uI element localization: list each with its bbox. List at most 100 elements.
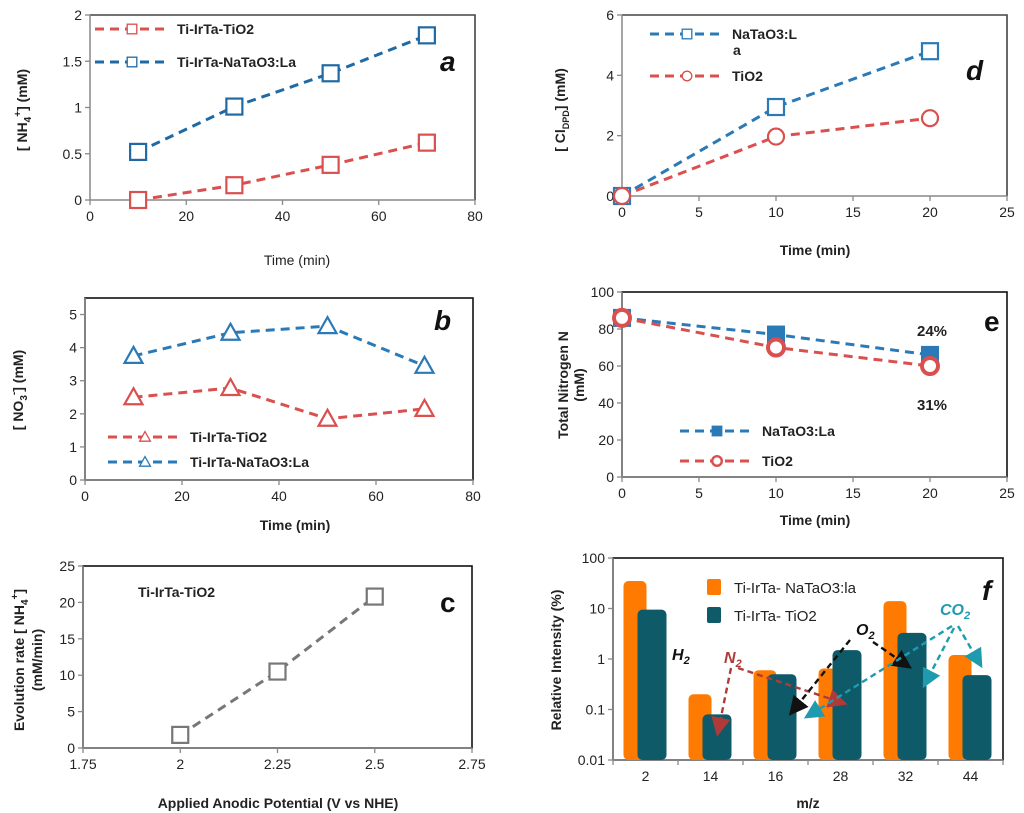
x-tick-label: 28 xyxy=(833,768,849,784)
gas-arrow-co2 xyxy=(922,627,956,689)
legend-label: TiO2 xyxy=(732,68,763,84)
y-tick-label: 6 xyxy=(606,7,614,23)
legend-label: Ti-IrTa-NaTaO3:La xyxy=(177,54,296,70)
legend-label-wrap: a xyxy=(733,42,741,58)
x-axis-title: Time (min) xyxy=(264,252,330,268)
x-tick-label: 0 xyxy=(81,488,89,504)
legend-marker xyxy=(138,430,152,442)
y-tick-label: 0 xyxy=(606,469,614,485)
series-0 xyxy=(612,42,940,206)
x-tick-label: 60 xyxy=(371,208,387,224)
x-tick-label: 2 xyxy=(176,756,184,772)
y-axis-title: [ NH4+] (mM) xyxy=(13,69,34,151)
data-point xyxy=(920,356,940,376)
legend-marker-shape xyxy=(126,56,138,68)
x-tick-label: 16 xyxy=(768,768,784,784)
legend-marker-shape xyxy=(711,425,723,437)
x-axis-title: Applied Anodic Potential (V vs NHE) xyxy=(158,795,399,811)
series-line xyxy=(137,33,428,154)
chart-panel-c: 1.75 2 2.25 2.5 2.75 0 5 10 15 20 25 Ti-IrTa-TiO2 c A… xyxy=(10,558,486,811)
y-tick-label: 20 xyxy=(59,594,75,610)
data-point xyxy=(417,133,436,152)
y-tick-label: 10 xyxy=(59,667,75,683)
x-tick-label: 10 xyxy=(768,485,784,501)
legend-marker-shape xyxy=(138,430,152,442)
x-tick-label: 5 xyxy=(695,204,703,220)
chart-panel-a: 0 20 40 60 80 0 0.5 1 1.5 2 Ti-IrTa-TiO2 Ti-IrTa-Na… xyxy=(13,7,483,268)
x-tick-label: 2 xyxy=(642,768,650,784)
y-tick-label: 15 xyxy=(59,631,75,647)
x-tick-label: 60 xyxy=(368,488,384,504)
x-axis-title: Time (min) xyxy=(260,517,331,533)
data-point xyxy=(225,97,244,116)
y-tick-label: 25 xyxy=(59,558,75,574)
x-tick-label: 0 xyxy=(618,485,626,501)
series-line xyxy=(137,141,428,202)
x-tick-label: 20 xyxy=(922,204,938,220)
data-point xyxy=(316,407,339,427)
series-0 xyxy=(122,376,436,427)
bar-tio2 xyxy=(637,609,667,760)
legend-swatch-natao3 xyxy=(707,579,721,595)
data-point xyxy=(766,97,786,117)
data-point xyxy=(219,376,242,397)
x-tick-label: 40 xyxy=(275,208,291,224)
gas-arrow-o2 xyxy=(788,639,851,716)
y-tick-label: 2 xyxy=(606,128,614,144)
y-tick-label: 40 xyxy=(598,395,614,411)
y-tick-label: 2 xyxy=(69,406,77,422)
y-tick-label: 0 xyxy=(74,192,82,208)
y-axis-title-units: (mM/min) xyxy=(29,629,45,691)
legend-label: Ti-IrTa- NaTaO3:la xyxy=(734,580,857,597)
x-tick-label: 15 xyxy=(845,204,861,220)
panel-label: b xyxy=(434,305,451,336)
data-point xyxy=(766,337,786,358)
y-tick-label: 0 xyxy=(606,188,614,204)
panel-label: d xyxy=(966,55,984,86)
legend-label: TiO2 xyxy=(762,453,793,469)
series-0 xyxy=(171,587,384,744)
x-axis-title: m/z xyxy=(796,795,819,811)
x-tick-label: 14 xyxy=(703,768,719,784)
bar-tio2 xyxy=(962,675,992,760)
chart-panel-f: 0.01 0.1 1 10 100 2 14 16 28 32 44 Ti-IrTa- NaTaO3:… xyxy=(548,550,1004,811)
data-point xyxy=(129,190,148,210)
annotation-24pct: 24% xyxy=(917,323,947,340)
bar-tio2 xyxy=(897,632,927,760)
y-tick-label: 0.01 xyxy=(578,752,605,768)
data-point xyxy=(417,26,436,45)
y-tick-label: 0.5 xyxy=(63,146,83,162)
series-line xyxy=(133,386,425,421)
data-point xyxy=(225,176,244,195)
x-axis-title: Time (min) xyxy=(780,512,851,528)
legend-marker xyxy=(711,455,724,468)
y-tick-label: 4 xyxy=(69,340,77,356)
x-tick-label: 25 xyxy=(999,485,1015,501)
data-point xyxy=(321,64,340,83)
series-line xyxy=(133,324,426,368)
data-point xyxy=(612,186,632,206)
data-point xyxy=(413,397,436,417)
y-tick-label: 3 xyxy=(69,373,77,389)
legend-label: Ti-IrTa- TiO2 xyxy=(734,608,817,625)
gas-label-n2: N2 xyxy=(724,650,742,670)
legend-marker-shape xyxy=(681,28,693,40)
legend-marker xyxy=(126,23,138,35)
series-1 xyxy=(122,314,436,374)
legend-label: Ti-IrTa-NaTaO3:La xyxy=(190,454,309,470)
legend-label: Ti-IrTa-TiO2 xyxy=(190,429,267,445)
legend-swatch-tio2 xyxy=(707,607,721,623)
gas-arrow-n2 xyxy=(711,667,733,737)
legend-marker xyxy=(681,28,693,40)
series-1 xyxy=(129,26,436,161)
x-tick-label: 25 xyxy=(999,204,1015,220)
y-axis-title-units: (mM) xyxy=(571,368,587,401)
gas-label-h2: H2 xyxy=(672,647,690,667)
x-tick-label: 32 xyxy=(898,768,914,784)
gas-arrow-n2 xyxy=(737,666,848,708)
legend-label: NaTaO3:L xyxy=(732,26,798,42)
data-point xyxy=(612,307,632,328)
data-point xyxy=(129,142,148,161)
plot-frame xyxy=(84,297,474,481)
